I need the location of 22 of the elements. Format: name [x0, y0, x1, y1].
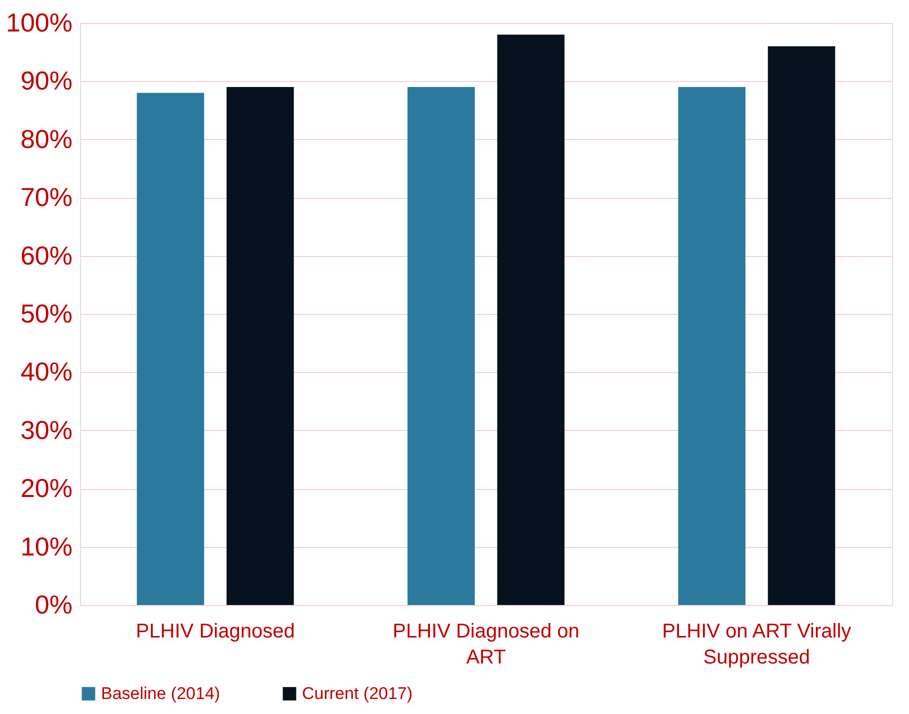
y-tick-label: 90% [20, 66, 72, 96]
y-tick-label: 10% [20, 531, 72, 562]
y-tick-label: 40% [20, 356, 72, 387]
y-tick-label: 20% [20, 473, 72, 504]
y-tick-label: 0% [34, 590, 72, 620]
y-tick-label: 70% [20, 182, 72, 212]
y-tick-label: 30% [20, 414, 72, 445]
y-tick-label: 80% [20, 124, 72, 154]
bar [768, 46, 836, 605]
legend-label: Baseline (2014) [101, 684, 220, 703]
x-tick-label: PLHIV Diagnosed on ART [392, 620, 580, 668]
legend-label: Current (2017) [302, 684, 413, 703]
y-tick-label: 50% [20, 298, 72, 328]
y-tick-label: 60% [20, 240, 72, 270]
bar [497, 34, 564, 605]
bar [136, 92, 204, 605]
x-tick-label: PLHIV Diagnosed [136, 620, 295, 642]
x-tick-label: PLHIV on ART Virally Suppressed [662, 620, 852, 668]
bar [678, 87, 746, 605]
bar [226, 87, 294, 605]
bar [408, 87, 475, 605]
y-tick-label: 100% [6, 8, 72, 38]
